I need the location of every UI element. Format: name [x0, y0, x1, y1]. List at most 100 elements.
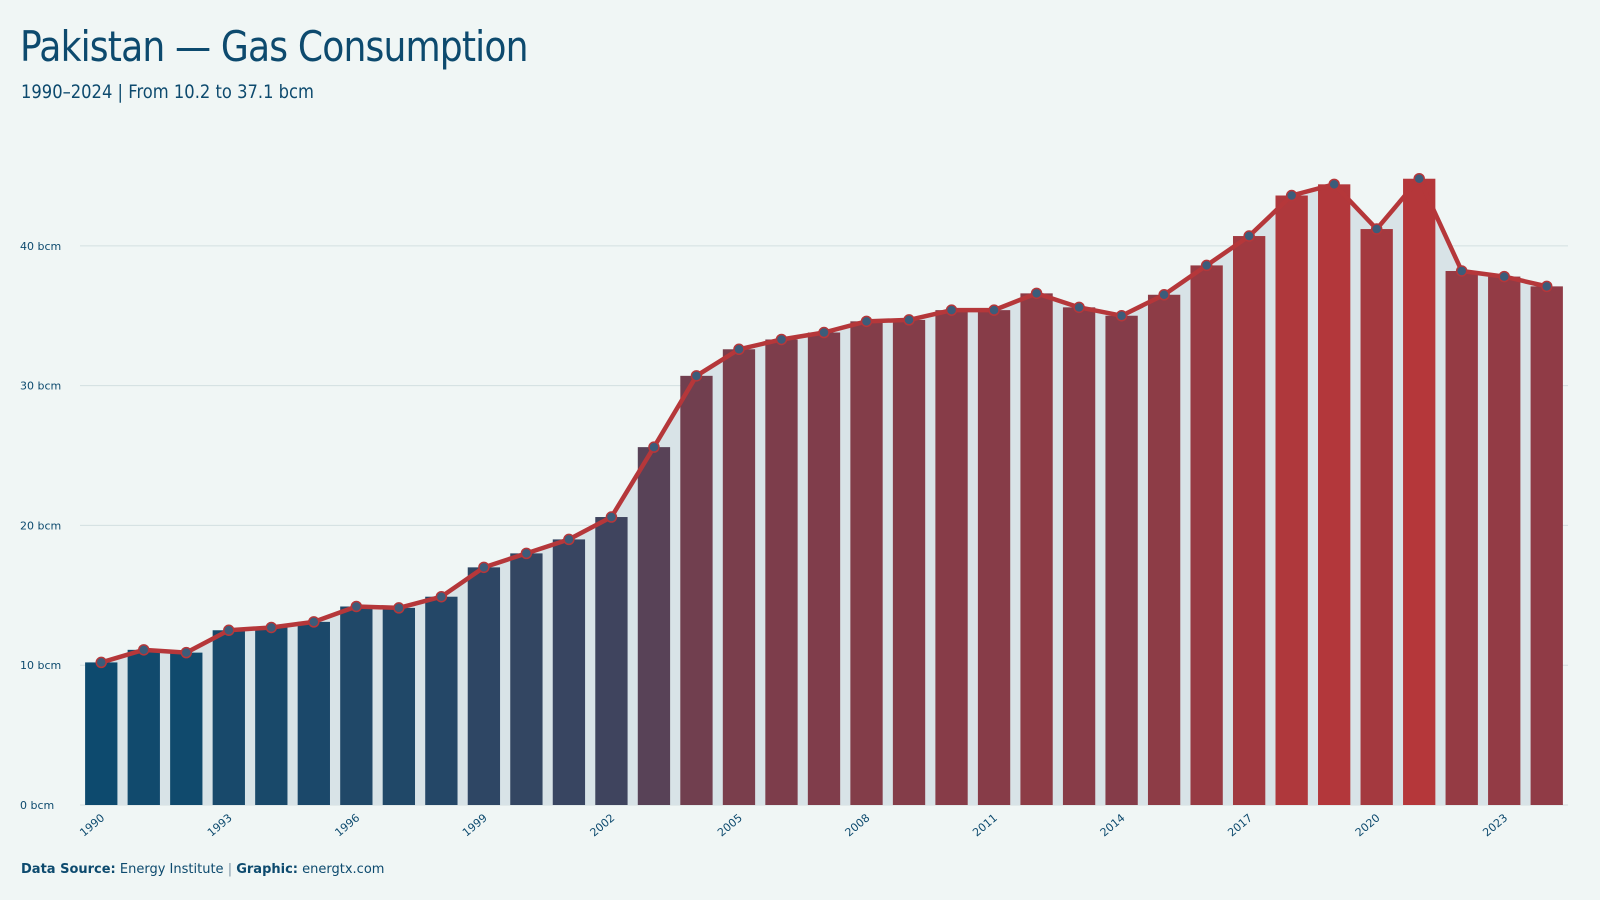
data-point	[1498, 270, 1510, 283]
source-label: Data Source:	[21, 862, 116, 877]
x-tick-label: 1999	[460, 811, 490, 839]
graphic-value: energtx.com	[302, 862, 385, 877]
x-tick-label: 2014	[1098, 811, 1128, 839]
data-point	[733, 343, 745, 356]
bar	[85, 662, 118, 805]
y-tick-label: 40 bcm	[20, 240, 61, 253]
bar	[1147, 294, 1181, 805]
data-point	[1328, 178, 1340, 191]
chart-subtitle: 1990–2024 | From 10.2 to 37.1 bcm	[21, 81, 314, 103]
data-point	[265, 621, 278, 634]
bar	[1062, 307, 1096, 805]
data-point	[818, 326, 830, 339]
bar	[127, 649, 160, 805]
bar	[1275, 195, 1308, 806]
bar	[425, 596, 458, 805]
bar-layer	[85, 178, 1563, 806]
bar	[340, 606, 373, 805]
y-axis-ticks: 0 bcm 10 bcm 20 bcm 30 bcm 40 bcm	[20, 240, 61, 812]
data-point	[223, 624, 235, 637]
y-tick-label: 30 bcm	[20, 380, 61, 393]
data-point	[180, 646, 193, 659]
data-point	[563, 533, 575, 546]
data-point	[1540, 280, 1553, 293]
bar	[212, 630, 245, 805]
x-tick-label: 2005	[715, 811, 745, 839]
bar	[1360, 229, 1393, 805]
x-tick-label: 2020	[1353, 811, 1383, 839]
bar	[510, 553, 543, 805]
data-point	[1370, 223, 1383, 235]
bar	[892, 319, 926, 805]
bar	[850, 321, 883, 805]
bar	[722, 349, 756, 805]
bar	[1488, 276, 1521, 805]
data-point	[1158, 289, 1170, 301]
data-point	[520, 547, 533, 560]
bar	[977, 310, 1011, 805]
bar	[595, 517, 628, 805]
x-tick-label: 1996	[332, 811, 362, 839]
data-point	[393, 602, 405, 614]
bar	[765, 339, 798, 805]
data-point	[988, 304, 1000, 316]
bar	[1318, 184, 1351, 805]
data-point	[95, 656, 108, 669]
x-tick-label: 2011	[970, 811, 1000, 839]
bar	[1403, 178, 1436, 805]
bar	[935, 310, 968, 805]
y-tick-label: 10 bcm	[20, 659, 61, 672]
data-point	[308, 616, 320, 628]
chart-title: Pakistan — Gas Consumption	[20, 22, 528, 71]
footer: Data Source: Energy Institute | Graphic:…	[21, 862, 384, 877]
data-point	[1030, 287, 1043, 300]
bar	[297, 621, 330, 805]
data-point	[648, 441, 660, 453]
bar	[680, 375, 713, 805]
bar	[1530, 286, 1563, 805]
graphic-label: Graphic:	[236, 862, 298, 877]
x-tick-label: 2023	[1480, 811, 1510, 839]
y-tick-label: 0 bcm	[20, 799, 54, 812]
x-tick-label: 2002	[588, 811, 618, 839]
bar	[637, 447, 671, 805]
bar	[552, 539, 586, 805]
data-point	[1243, 230, 1255, 242]
marker-layer	[95, 172, 1553, 669]
data-point	[350, 600, 363, 613]
data-point	[1285, 189, 1298, 202]
bar	[1105, 315, 1138, 805]
data-point	[1073, 301, 1085, 314]
data-point	[860, 315, 873, 328]
x-tick-label: 1990	[77, 811, 107, 839]
x-tick-label: 1993	[205, 811, 235, 839]
data-point	[690, 370, 703, 382]
bar	[255, 627, 288, 805]
data-point	[138, 644, 150, 656]
data-point	[605, 511, 618, 523]
data-point	[1455, 265, 1468, 277]
bar	[170, 652, 203, 805]
bar	[1190, 265, 1223, 805]
y-tick-label: 20 bcm	[20, 519, 61, 532]
footer-separator: |	[227, 862, 233, 877]
data-point	[945, 304, 958, 316]
bar	[1445, 270, 1478, 805]
data-point	[1115, 309, 1128, 322]
data-point	[775, 333, 788, 346]
bar	[1232, 236, 1266, 805]
bar	[1020, 293, 1053, 805]
bar	[382, 607, 416, 805]
data-point	[435, 590, 448, 603]
bar	[807, 332, 841, 805]
data-point	[478, 561, 490, 574]
x-tick-label: 2008	[843, 811, 873, 839]
source-value: Energy Institute	[119, 862, 224, 877]
x-axis-ticks: 1990 1993 1996 1999 2002 2005 2008 2011 2014 2017…	[77, 811, 1510, 839]
bar	[467, 567, 501, 805]
data-point	[903, 314, 915, 326]
x-tick-label: 2017	[1225, 811, 1255, 839]
data-point	[1413, 172, 1425, 185]
data-point	[1200, 259, 1213, 272]
